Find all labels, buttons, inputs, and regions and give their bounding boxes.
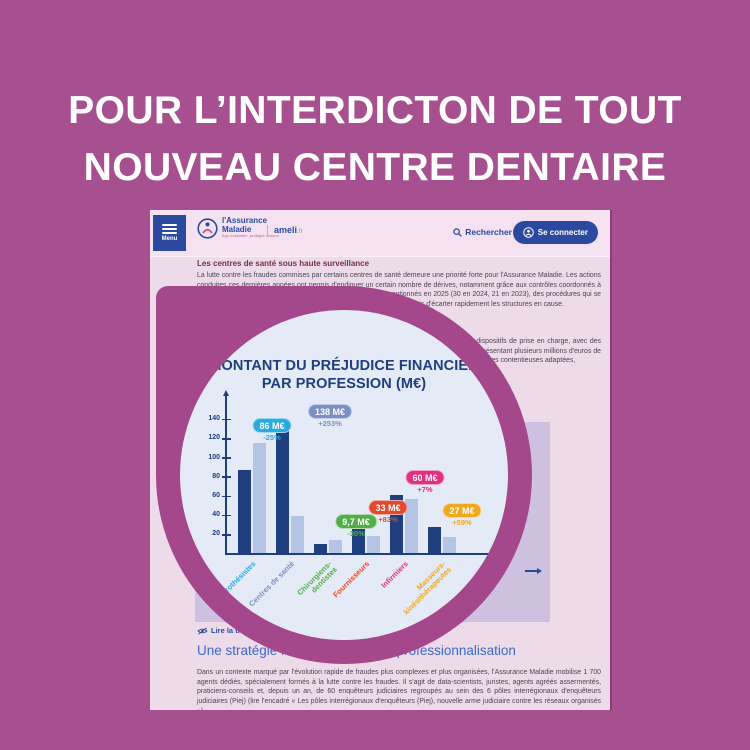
search-label: Rechercher [465,227,512,237]
y-tick-label: 140 [208,415,220,423]
y-tick-label: 20 [212,530,220,538]
ameli-logo[interactable]: ameli.fr [267,225,303,235]
search-icon [453,227,463,237]
change-label: +83% [378,515,398,524]
logo-emblem-icon [197,217,218,239]
assurance-maladie-logo[interactable]: l'Assurance Maladie Agir ensemble, proté… [197,216,279,239]
logo-tagline: Agir ensemble, protéger chacun [222,234,279,238]
y-tick-label: 100 [208,453,220,461]
chart-title: MONTANT DU PRÉJUDICE FINANCIER PAR PROFE… [180,357,508,393]
menu-label: Menu [161,236,178,242]
chart-plot: 20 40 60 80 100 120 140 [208,390,508,555]
change-label: -25% [263,433,281,442]
logo-wordmark: l'Assurance Maladie Agir ensemble, proté… [222,216,279,239]
poster-title-line2: NOUVEAU CENTRE DENTAIRE [83,146,667,189]
category-label: Chirurgiens- dentistes [295,559,340,598]
article-heading-surveillance: Les centres de santé sous haute surveill… [197,259,370,268]
bar-light [443,536,456,553]
site-header: Menu l'Assurance Maladie Agir ensemble, … [150,210,610,257]
bar-dark [428,527,441,553]
search-button[interactable]: Rechercher [453,227,512,237]
logo-line2: Maladie [222,224,252,234]
bar-light [291,515,304,553]
value-badge: 60 M€ [405,470,445,485]
ameli-tld: .fr [297,228,303,235]
value-badge: 27 M€ [442,503,482,518]
value-badge: 138 M€ [307,404,353,419]
bar-dark [276,420,289,553]
change-label: +59% [452,518,472,527]
hamburger-icon [162,224,177,234]
magnifier-lens: MONTANT DU PRÉJUDICE FINANCIER PAR PROFE… [156,286,532,664]
bar-dark [352,521,365,553]
y-tick-mark [222,438,231,440]
bar-light [329,539,342,553]
y-tick-mark [222,534,231,536]
chart-title-line2: PAR PROFESSION (M€) [261,376,427,392]
menu-button[interactable]: Menu [153,215,186,251]
x-axis [225,553,508,555]
value-badge: 33 M€ [368,500,408,515]
poster-title-line1: POUR L’INTERDICTON DE TOUT [68,89,682,132]
bar-dark [314,543,327,553]
poster-title: POUR L’INTERDICTON DE TOUT NOUVEAU CENTRE… [0,82,750,196]
person-icon [522,227,534,238]
y-tick-label: 40 [212,511,220,519]
logo-line1: l'Assurance [222,216,268,225]
ameli-wordmark: ameli [274,225,298,235]
bar-light [253,442,266,553]
y-tick-label: 120 [208,434,220,442]
bar-dark [238,470,251,553]
y-tick-mark [222,495,231,498]
eye-slash-icon [197,627,208,634]
y-tick-label: 60 [212,491,220,499]
y-tick-mark [222,457,231,459]
magnified-chart: MONTANT DU PRÉJUDICE FINANCIER PAR PROFE… [180,310,508,640]
category-label: Fournisseurs [331,559,372,600]
bar-light [405,499,418,553]
category-label: Infirmiers [379,559,410,590]
value-badge: 9,7 M€ [335,514,377,529]
y-tick-mark [222,476,231,478]
bar-light [367,535,380,553]
value-badge: 86 M€ [252,418,292,433]
article-paragraph-3: Dans un contexte marqué par l'évolution … [197,669,601,710]
y-tick-mark [222,418,231,421]
change-label: +253% [318,419,342,428]
login-label: Se connecter [537,228,588,237]
login-button[interactable]: Se connecter [512,221,598,244]
x-axis-arrow-icon [525,567,542,574]
y-tick-mark [222,514,231,517]
y-tick-label: 80 [212,472,220,480]
chart-title-line1: MONTANT DU PRÉJUDICE FINANCIER [209,358,479,374]
change-label: +7% [417,485,433,494]
change-label: -30% [347,529,365,538]
y-axis [222,390,229,554]
